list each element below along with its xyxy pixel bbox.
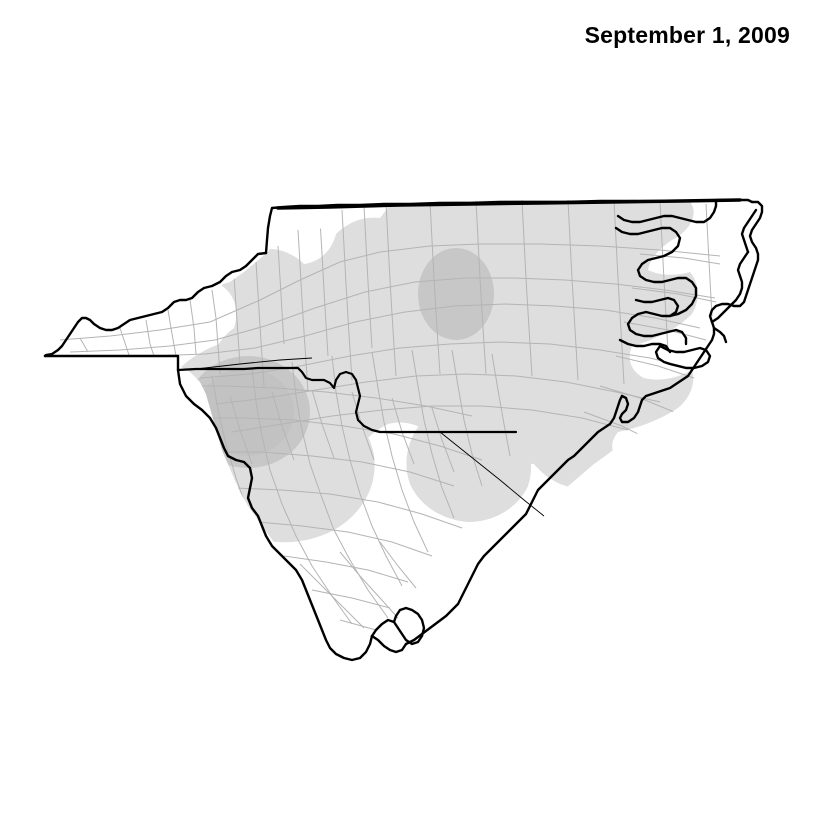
nc-va-border-emphasis: [276, 198, 742, 210]
nc-sc-state-border-layer: [176, 366, 518, 434]
page-title: September 1, 2009: [584, 22, 790, 48]
drought-shading-layer: [178, 200, 698, 543]
d0-coastal-sc-lobe: [406, 404, 532, 522]
d1-northern-piedmont-blob: [418, 248, 494, 340]
d1-core-sc: [198, 368, 294, 456]
county-boundaries-layer: [59, 200, 721, 635]
